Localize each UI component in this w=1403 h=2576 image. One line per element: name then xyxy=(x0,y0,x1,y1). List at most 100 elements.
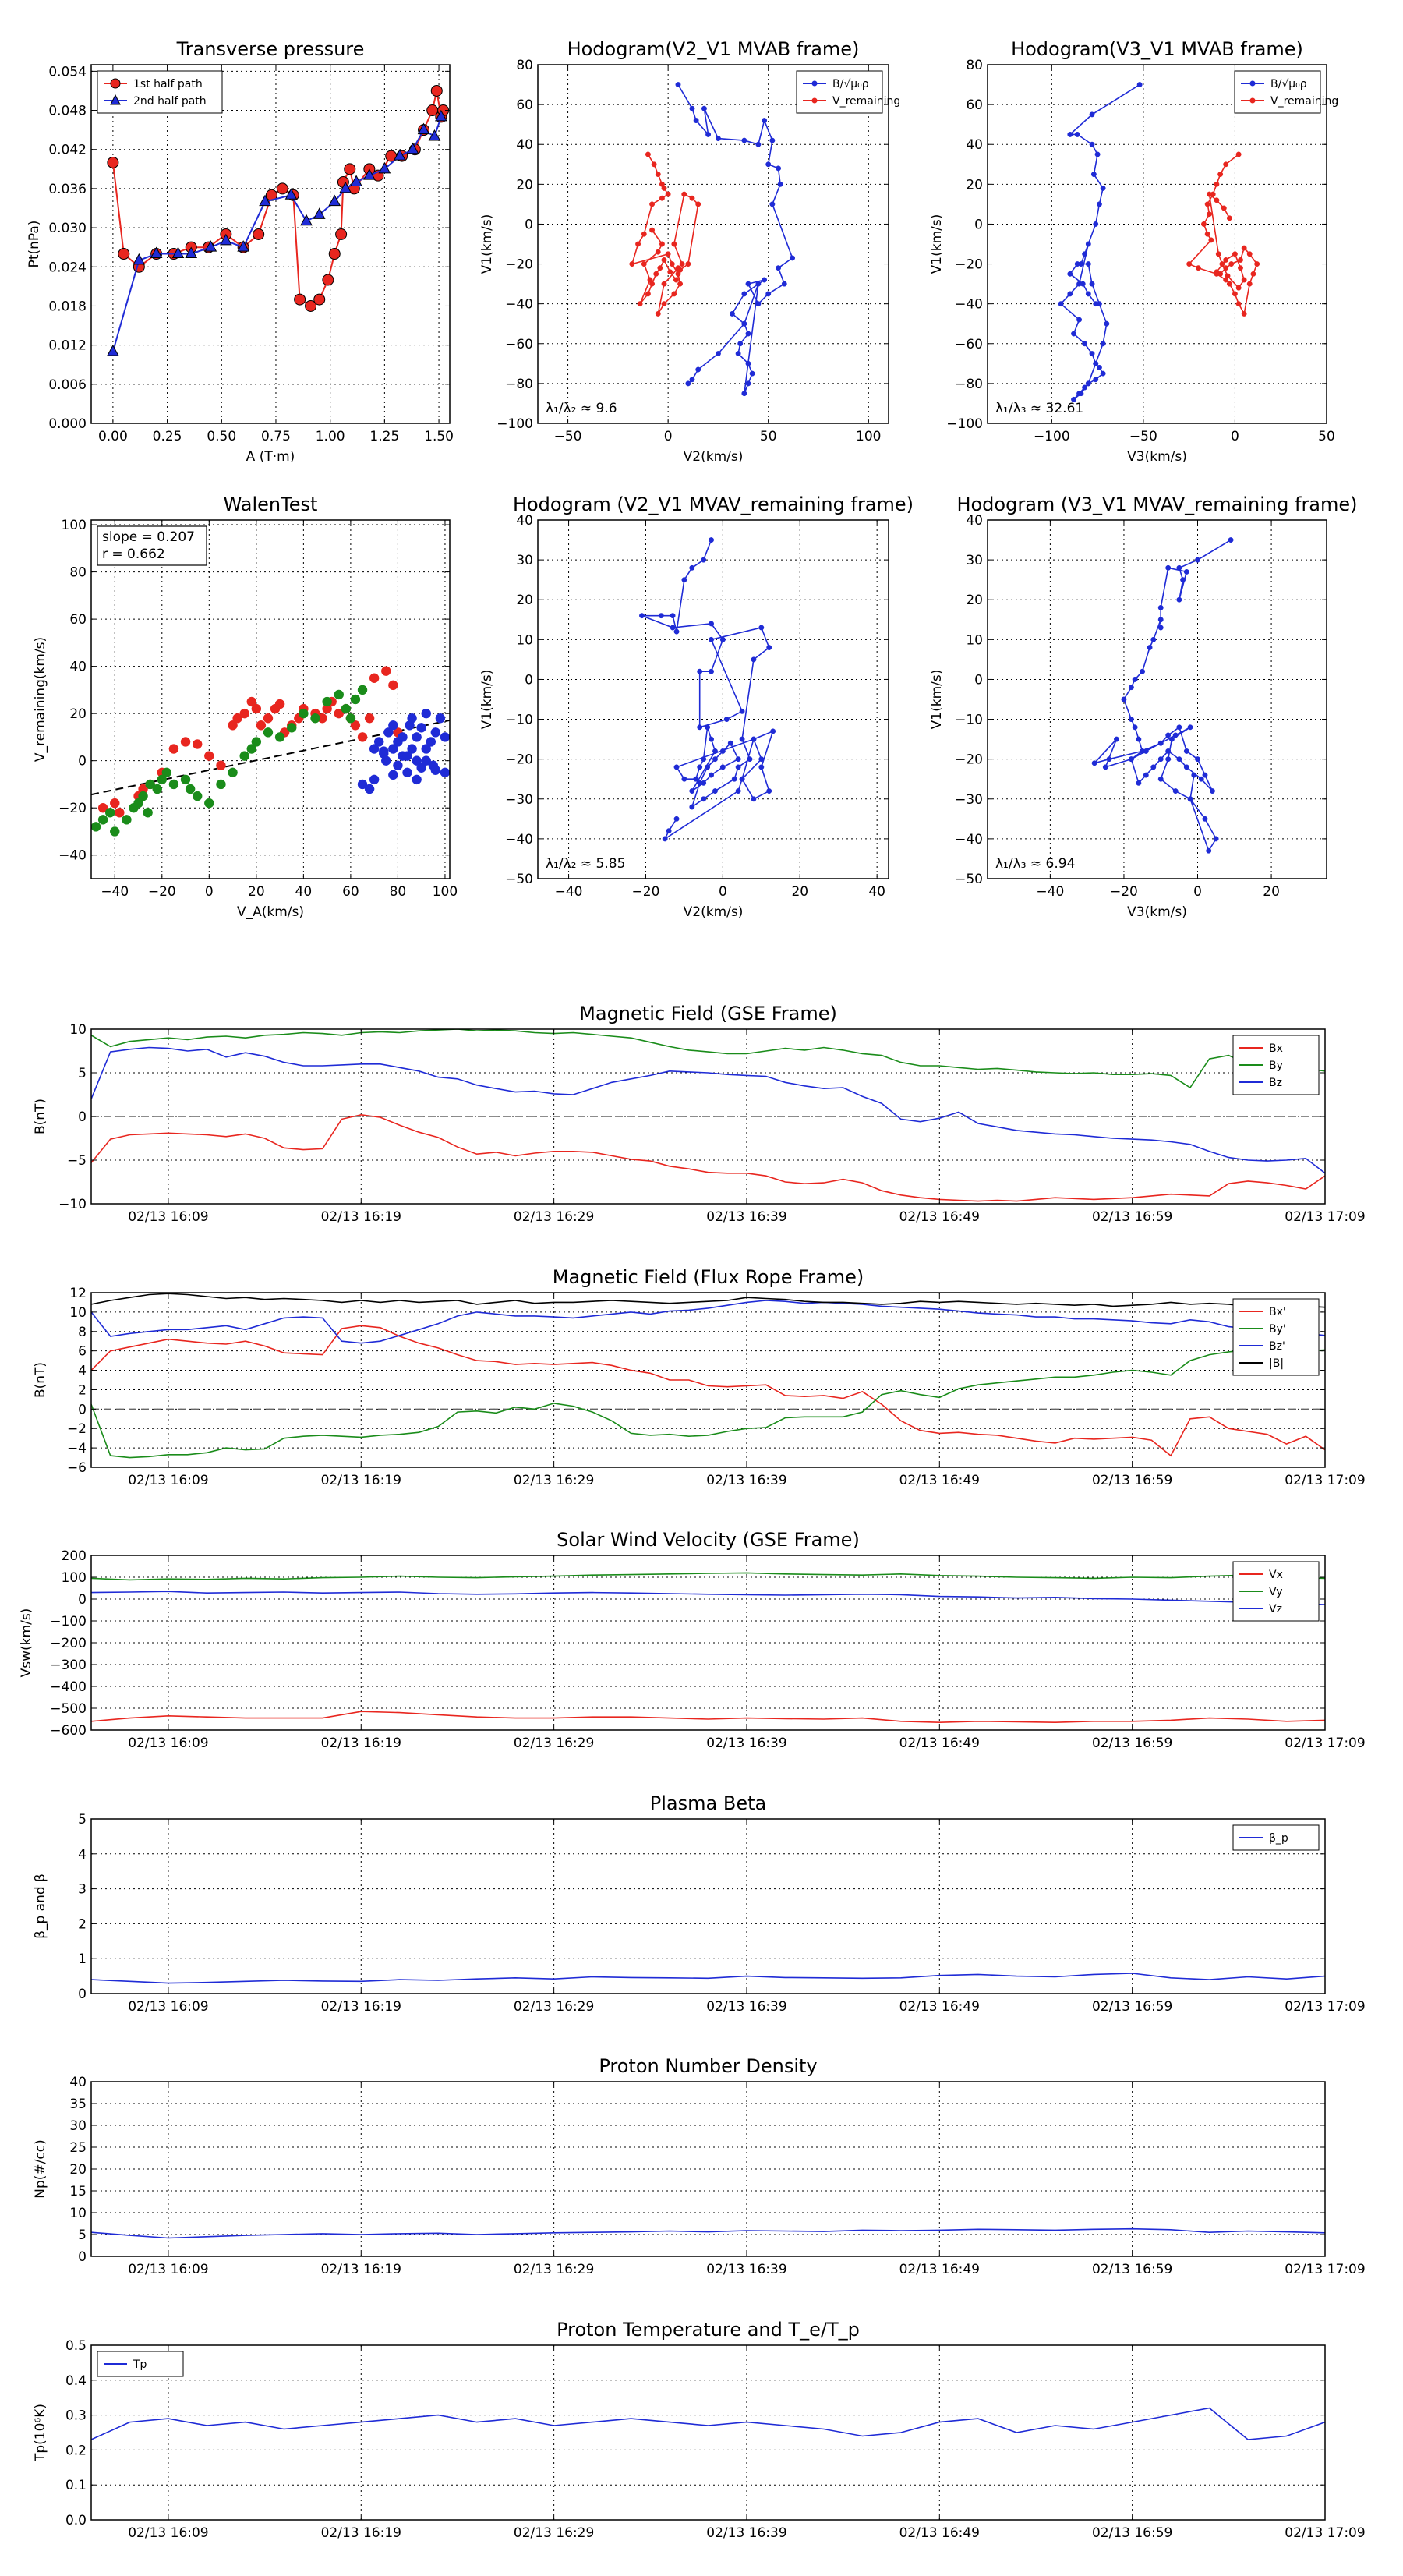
x-tick-label: 02/13 16:59 xyxy=(1092,1999,1172,2015)
data-point xyxy=(246,696,257,707)
data-point xyxy=(689,195,695,201)
data-point xyxy=(1225,273,1231,279)
data-point xyxy=(251,737,262,747)
data-point xyxy=(388,720,398,731)
data-point xyxy=(673,764,680,770)
legend-marker xyxy=(1249,80,1256,87)
data-point xyxy=(673,277,679,283)
x-tick-label: 02/13 16:49 xyxy=(899,2262,980,2277)
data-point xyxy=(671,291,677,297)
data-point xyxy=(1208,237,1214,243)
x-tick-label: 02/13 16:29 xyxy=(514,1736,594,1751)
x-tick-label: 0 xyxy=(719,884,727,900)
x-tick-label: 02/13 16:59 xyxy=(1092,1209,1172,1225)
data-point xyxy=(138,791,148,801)
data-point xyxy=(107,344,119,356)
eigenvalue-ratio: λ₁/λ₃ ≈ 32.61 xyxy=(995,401,1083,416)
data-point xyxy=(735,788,741,794)
data-point xyxy=(110,798,120,809)
y-tick-label: 5 xyxy=(78,1066,87,1081)
data-point xyxy=(741,291,747,297)
data-point xyxy=(322,274,334,286)
plot-area xyxy=(91,1293,1325,1459)
data-point xyxy=(263,727,274,738)
x-tick-label: −20 xyxy=(1110,884,1138,900)
y-tick-label: 2 xyxy=(78,1916,87,1932)
data-point xyxy=(300,214,313,226)
data-point xyxy=(440,767,450,778)
data-point xyxy=(412,732,422,742)
data-point xyxy=(1091,760,1097,766)
y-tick-label: 80 xyxy=(516,58,533,73)
plot-area xyxy=(107,84,450,356)
data-point xyxy=(305,299,317,312)
plot-area xyxy=(1058,82,1260,402)
data-point xyxy=(402,767,412,778)
data-point xyxy=(246,744,257,754)
data-point xyxy=(171,246,185,259)
gridlines xyxy=(91,2081,1326,2257)
data-point xyxy=(1206,847,1212,854)
gridlines xyxy=(988,519,1327,879)
data-point xyxy=(1074,261,1080,267)
x-tick-label: −40 xyxy=(101,884,129,900)
x-tick-label: 02/13 16:09 xyxy=(128,1736,208,1751)
data-point xyxy=(709,537,714,543)
x-tick-label: 0 xyxy=(664,429,673,444)
y-tick-label: 0.036 xyxy=(48,182,87,197)
y-tick-label: 0.006 xyxy=(48,377,87,393)
data-point xyxy=(1186,261,1193,267)
legend: β_p xyxy=(1232,1824,1320,1851)
data-point xyxy=(1090,172,1097,178)
y-tick-label: 12 xyxy=(69,1286,87,1301)
data-point xyxy=(1228,537,1234,543)
legend-label: Bz xyxy=(1269,1077,1282,1089)
chart-vsw: 02/13 16:09 02/13 16:19 02/13 16:29 02/13 1… xyxy=(19,1529,1366,1751)
data-point xyxy=(1238,265,1243,271)
data-point xyxy=(715,136,721,142)
data-point xyxy=(363,168,376,180)
data-point xyxy=(745,360,751,366)
data-point xyxy=(769,201,776,207)
x-tick-label: 02/13 16:19 xyxy=(321,1209,401,1225)
y-tick-label: −100 xyxy=(946,416,983,432)
data-point xyxy=(1140,668,1146,674)
data-point xyxy=(1183,764,1189,770)
series-line-1 xyxy=(91,1572,1325,1581)
y-tick-label: 60 xyxy=(69,612,87,628)
data-point xyxy=(709,636,714,642)
data-point xyxy=(661,281,667,287)
axes-frame xyxy=(90,1292,1326,1468)
data-point xyxy=(745,380,751,387)
axes-frame xyxy=(90,519,451,879)
y-tick-label: 6 xyxy=(78,1344,87,1360)
y-tick-label: −40 xyxy=(955,832,983,847)
data-point xyxy=(661,301,667,307)
data-point xyxy=(765,161,772,168)
series-line-3 xyxy=(91,1293,1325,1308)
chart-title: Magnetic Field (GSE Frame) xyxy=(579,1003,837,1024)
y-tick-label: 0.0 xyxy=(65,2513,87,2528)
x-tick-label: 02/13 17:09 xyxy=(1285,2262,1365,2277)
data-point xyxy=(719,636,726,642)
y-tick-label: 5 xyxy=(78,1812,87,1828)
y-tick-label: 100 xyxy=(62,518,87,533)
y-tick-label: −20 xyxy=(955,752,983,768)
data-point xyxy=(665,191,671,197)
data-point xyxy=(253,228,265,240)
legend-label: 1st half path xyxy=(133,78,203,90)
x-tick-label: 40 xyxy=(295,884,313,900)
y-tick-label: −20 xyxy=(505,257,533,273)
data-point xyxy=(393,760,403,770)
data-point xyxy=(180,737,191,747)
y-tick-label: −100 xyxy=(497,416,533,432)
y-tick-label: −40 xyxy=(58,848,87,864)
gridlines xyxy=(538,519,889,879)
data-point xyxy=(1250,271,1256,277)
data-point xyxy=(417,122,430,135)
data-point xyxy=(1082,341,1088,347)
data-point xyxy=(1176,756,1182,763)
y-tick-label: −2 xyxy=(67,1421,87,1437)
data-point xyxy=(741,320,747,327)
data-point xyxy=(1143,772,1149,778)
